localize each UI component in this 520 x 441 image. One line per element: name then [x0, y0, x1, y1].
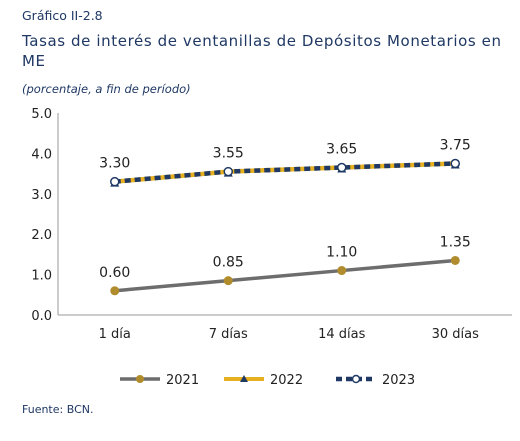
y-tick-label: 3.0: [31, 188, 52, 203]
legend-2022-marker: [240, 375, 248, 382]
chart-kicker: Gráfico II-2.8: [22, 8, 103, 23]
series-2022-data-label: 3.30: [99, 156, 130, 172]
x-tick-label: 1 día: [99, 327, 131, 342]
x-tick-label: 30 días: [432, 327, 480, 342]
source-note: Fuente: BCN.: [22, 403, 94, 416]
legend-2023-marker: [351, 374, 361, 384]
series-2021-point: [223, 276, 233, 286]
x-tick-label: 7 días: [209, 327, 248, 342]
line-chart: 0.0 1.0 2.0 3.0 4.0 5.0 1 día 7 días 14 días 30 d…: [31, 107, 512, 388]
legend-2021-marker: [136, 375, 144, 383]
series-2021-point: [110, 286, 120, 296]
series-2021-data-label: 0.85: [213, 255, 244, 271]
legend-2023-label: 2023: [382, 373, 415, 388]
series-2022-data-label: 3.65: [326, 142, 357, 158]
legend-2022-label: 2022: [270, 373, 303, 388]
chart-subtitle: (porcentaje, a fin de período): [22, 82, 191, 96]
y-tick-label: 2.0: [31, 228, 52, 243]
series-2021-data-label: 1.35: [440, 234, 471, 250]
y-tick-label: 0.0: [31, 309, 52, 324]
series-2022-data-label: 3.75: [440, 138, 471, 154]
series-2023-line: [114, 161, 456, 184]
series-2021-point: [337, 266, 347, 276]
series-2021-point: [450, 255, 460, 265]
x-tick-label: 14 días: [318, 327, 366, 342]
series-2021-data-label: 1.10: [326, 245, 357, 261]
y-tick-label: 5.0: [31, 107, 52, 122]
series-2021-line: [114, 258, 456, 293]
series-2023-point: [223, 166, 233, 177]
y-tick-label: 4.0: [31, 147, 52, 162]
series-2023-point: [337, 162, 347, 173]
y-tick-label: 1.0: [31, 269, 52, 284]
series-2022-data-label: 3.55: [213, 146, 244, 162]
legend-2021-label: 2021: [166, 373, 199, 388]
series-2023-point: [450, 158, 460, 169]
chart-title: Tasas de interés de ventanillas de Depós…: [22, 32, 502, 70]
series-2021-data-label: 0.60: [99, 265, 130, 281]
series-2023-point: [110, 176, 120, 187]
